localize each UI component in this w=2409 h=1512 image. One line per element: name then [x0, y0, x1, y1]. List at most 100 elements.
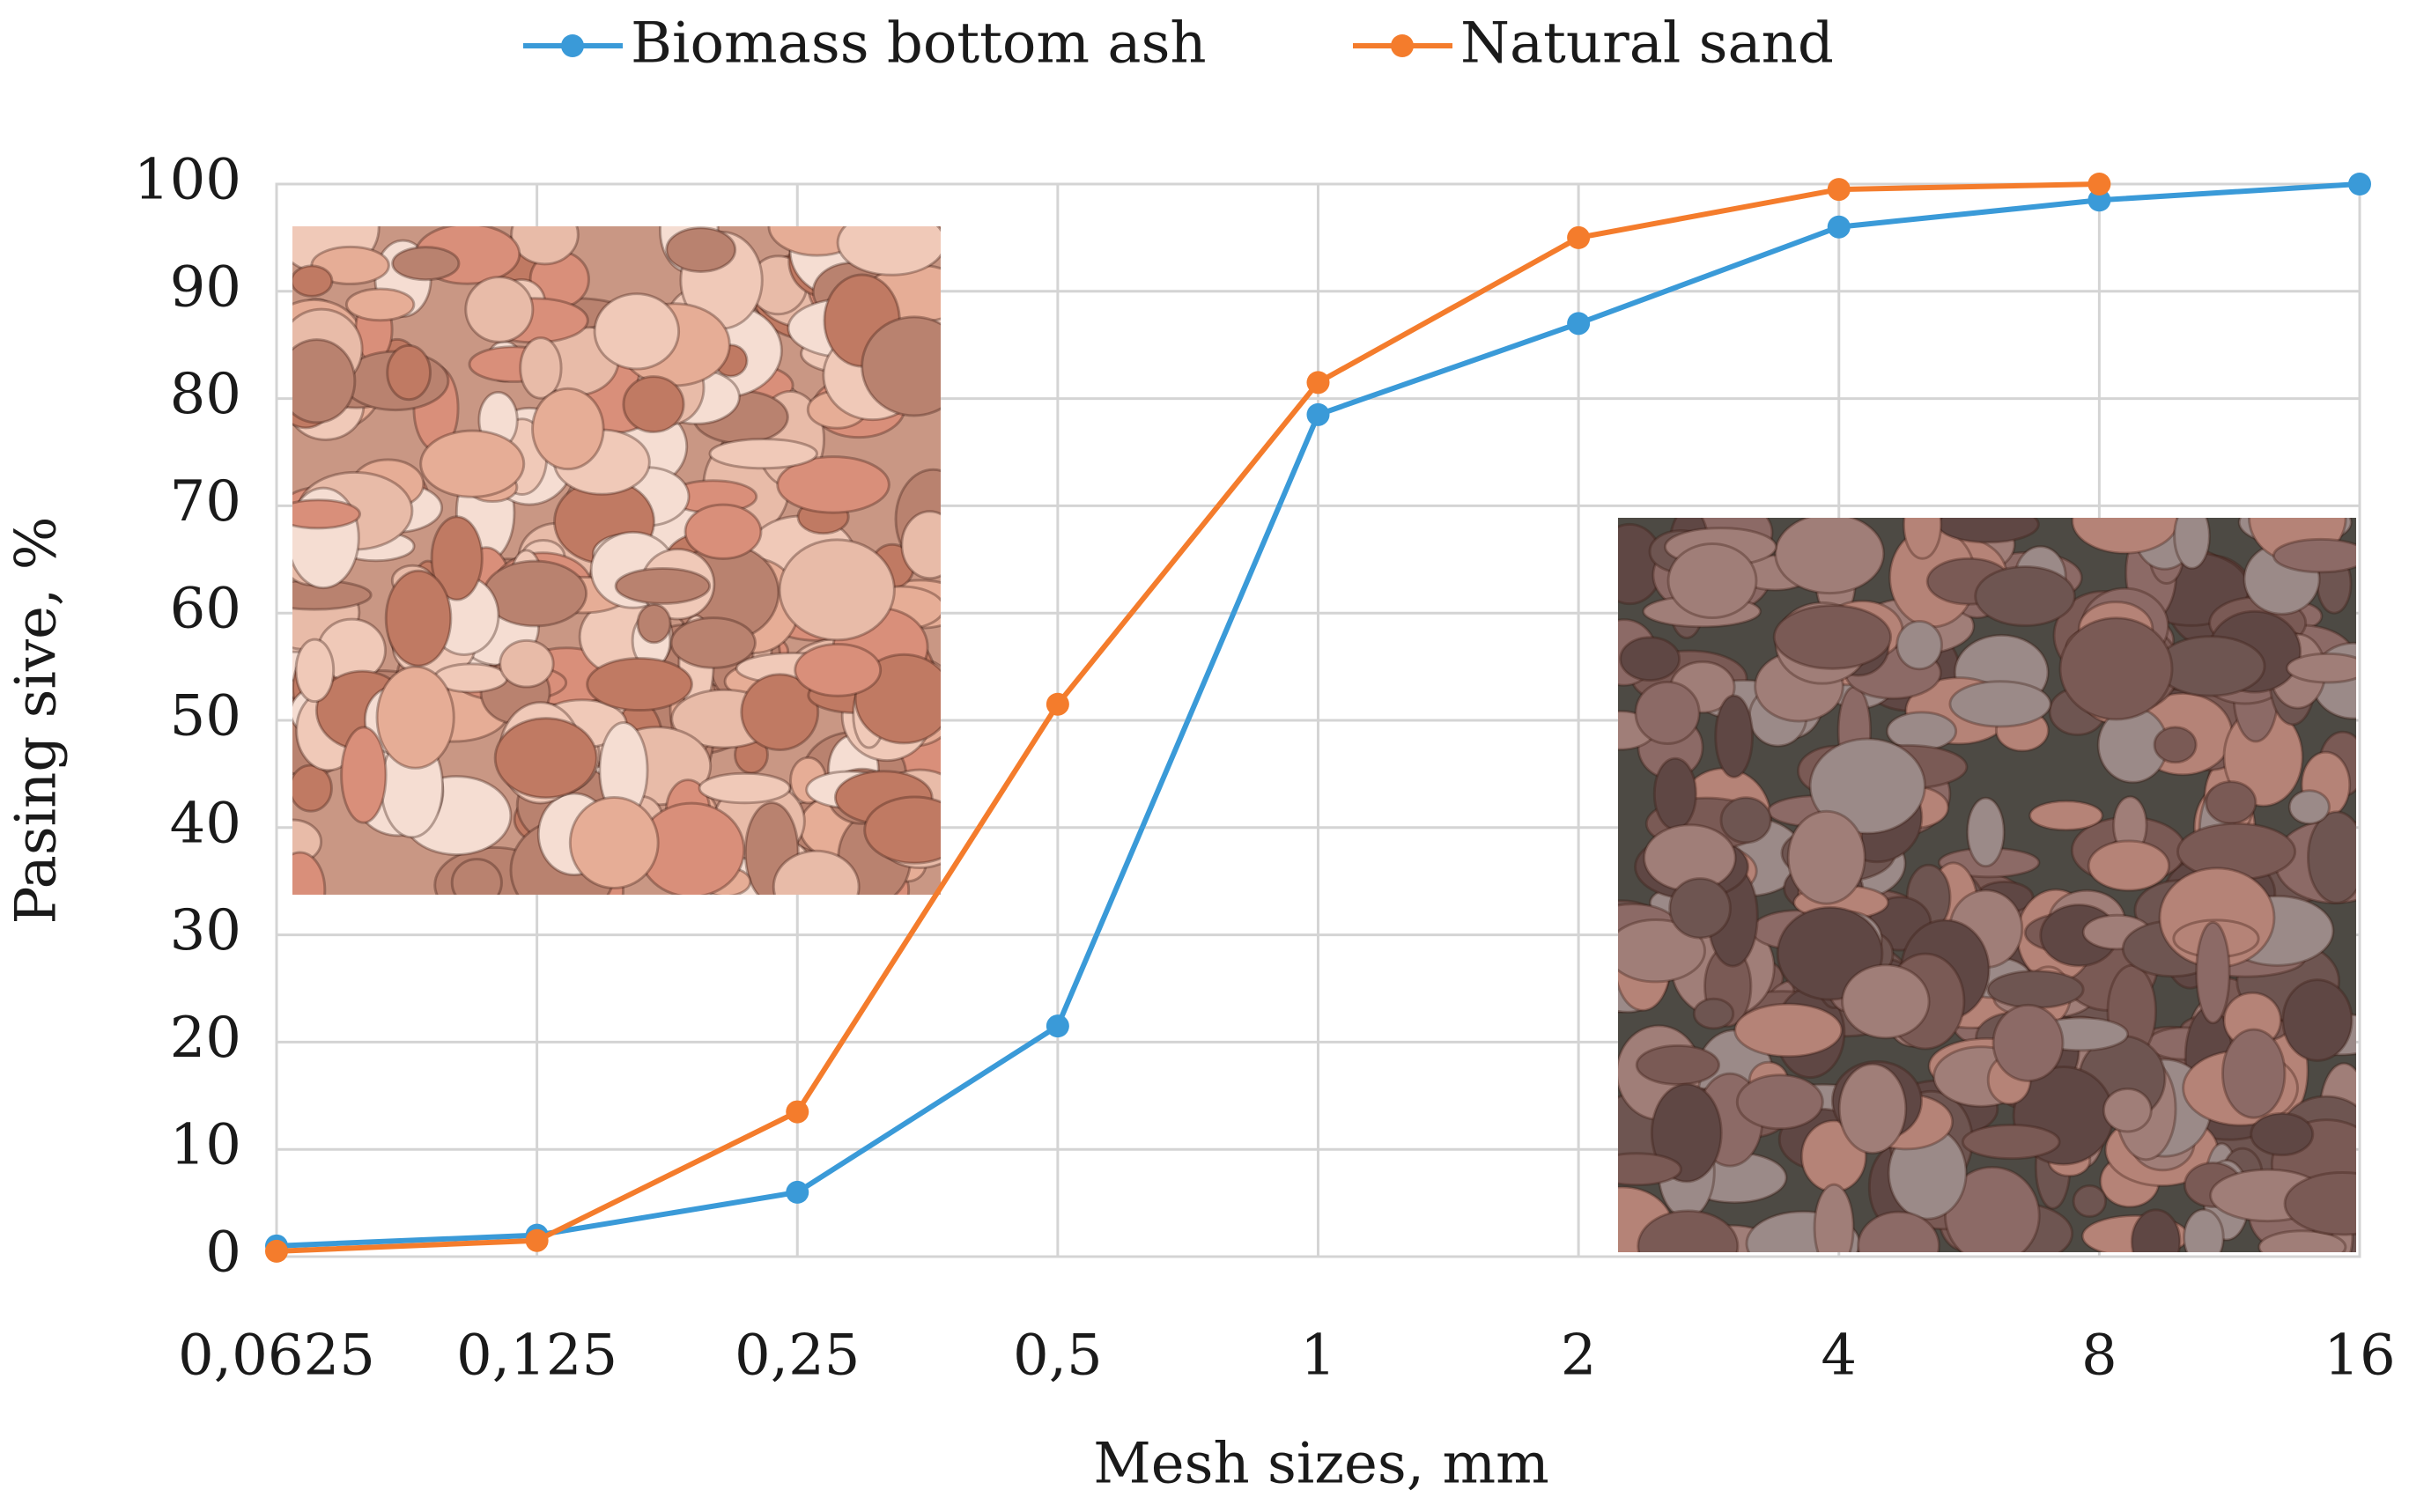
data-point [2088, 173, 2111, 195]
grain [344, 287, 416, 322]
data-point [1306, 402, 1330, 426]
grain [419, 429, 526, 498]
grain [2071, 518, 2180, 555]
grain [665, 226, 737, 273]
y-tick-label: 50 [170, 684, 241, 749]
grain [386, 343, 432, 402]
grain [1808, 737, 1926, 835]
x-tick-label: 4 [1821, 1324, 1857, 1389]
grain [586, 657, 694, 712]
grain [531, 387, 605, 471]
grain [1974, 565, 2076, 627]
grain [2258, 1229, 2347, 1252]
grain [1619, 636, 1681, 682]
data-point [786, 1180, 809, 1204]
grain [1948, 680, 2052, 728]
data-point [265, 1239, 288, 1263]
y-tick-label: 30 [170, 898, 241, 963]
grain [622, 375, 685, 434]
grain [510, 226, 580, 266]
data-point [1046, 692, 1069, 716]
x-axis-title: Mesh sizes, mm [1093, 1432, 1549, 1497]
grain [2205, 780, 2258, 825]
data-point [1046, 1014, 1069, 1038]
grain [1841, 963, 1931, 1040]
grain [636, 602, 672, 645]
grain [292, 264, 334, 298]
x-tick-label: 0,25 [735, 1324, 861, 1389]
grain [1902, 518, 1943, 560]
grain [861, 315, 941, 417]
grain [430, 515, 484, 601]
grain [2153, 726, 2198, 764]
grain [2183, 1208, 2225, 1252]
grain [740, 673, 820, 751]
grain [391, 246, 461, 282]
grain [794, 642, 883, 697]
grain [900, 510, 941, 580]
y-tick-label: 60 [170, 577, 241, 642]
x-tick-label: 8 [2081, 1324, 2117, 1389]
grain [1857, 1210, 1940, 1252]
grain [2173, 518, 2211, 570]
x-tick-label: 1 [1300, 1324, 1336, 1389]
data-point [1827, 178, 1851, 202]
grain [2087, 839, 2170, 892]
grain [1961, 1124, 2061, 1161]
grain [384, 569, 453, 667]
data-point [525, 1228, 549, 1252]
y-tick-label: 20 [170, 1006, 241, 1071]
grain [1637, 1209, 1740, 1252]
grain [2102, 1088, 2153, 1133]
photo [292, 226, 941, 895]
grain [776, 455, 890, 514]
grain [1719, 796, 1772, 845]
grain [2058, 616, 2174, 721]
grain [2283, 1171, 2356, 1236]
grain [340, 726, 388, 824]
grain [2281, 978, 2354, 1062]
y-tick-label: 10 [170, 1113, 241, 1178]
grain [1837, 1062, 1908, 1154]
x-tick-label: 0,0625 [178, 1324, 375, 1389]
grain [2285, 652, 2356, 684]
data-point [1567, 312, 1591, 336]
grain [1774, 518, 1886, 595]
y-axis-title: Pasing sive, % [4, 516, 70, 924]
grain [1786, 809, 1866, 905]
grain [292, 763, 333, 813]
grain [2221, 1028, 2287, 1119]
grain [519, 336, 563, 400]
data-point [1567, 225, 1591, 249]
grain [836, 226, 941, 277]
grain [1635, 1044, 1721, 1086]
grain [450, 858, 503, 895]
grain [1618, 918, 1706, 984]
grain [1733, 1002, 1844, 1058]
x-tick-label: 16 [2324, 1324, 2395, 1389]
grain [708, 438, 818, 470]
grain [1895, 619, 1943, 671]
grain [292, 851, 327, 895]
data-point [2088, 188, 2111, 212]
x-tick-label: 0,125 [456, 1324, 617, 1389]
grain [1652, 756, 1697, 831]
grain [310, 245, 390, 285]
grain [375, 665, 455, 770]
grain [1944, 1165, 2041, 1252]
grain [1772, 604, 1893, 670]
legend-marker [1391, 34, 1414, 57]
grain [778, 538, 896, 642]
grain [2272, 537, 2356, 574]
grain [2250, 1111, 2315, 1157]
grain [499, 638, 555, 689]
grain [2130, 1208, 2182, 1252]
grain [863, 795, 941, 865]
grain [698, 771, 792, 805]
grain [2028, 800, 2104, 831]
grain [684, 503, 763, 560]
grain [1813, 1183, 1855, 1252]
grain [1735, 1073, 1824, 1131]
